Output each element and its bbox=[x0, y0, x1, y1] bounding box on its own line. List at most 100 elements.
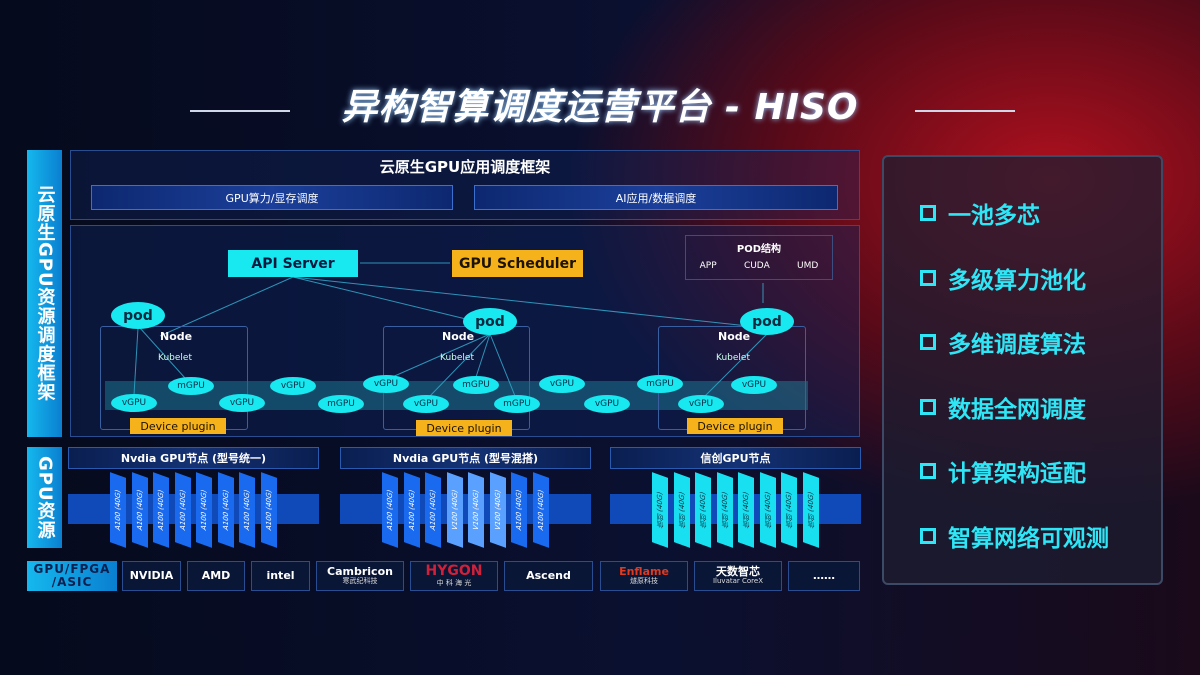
gpu-instance: mGPU bbox=[453, 376, 499, 394]
gpu-card: A100 (40G) bbox=[217, 472, 234, 548]
gpu-card: V100 (40G) bbox=[489, 472, 506, 548]
gpu-card-label: 信创 (40G) bbox=[677, 490, 686, 530]
gpu-instance: mGPU bbox=[318, 395, 364, 413]
gpu-scheduler-box: GPU Scheduler bbox=[452, 250, 583, 277]
checkbox-icon bbox=[920, 269, 936, 286]
gpu-card: A100 (40G) bbox=[153, 472, 169, 548]
gpu-card: 信创 (40G) bbox=[695, 472, 711, 548]
gpu-card-label: A100 (40G) bbox=[243, 488, 251, 532]
gpu-card-label: 信创 (40G) bbox=[656, 490, 664, 530]
pod-part-app: APP bbox=[699, 261, 717, 271]
gpu-instance: mGPU bbox=[494, 395, 540, 413]
gpu-card-label: 信创 (40G) bbox=[763, 490, 772, 530]
gpu-card: 信创 (40G) bbox=[716, 472, 733, 548]
vendor-name: 天数智芯 bbox=[716, 565, 760, 579]
gpu-card-label: A100 (40G) bbox=[157, 488, 165, 532]
framework-title: 云原生GPU应用调度框架 bbox=[379, 158, 551, 176]
gpu-card-label: V100 (40G) bbox=[472, 488, 480, 532]
node-label: Node bbox=[442, 330, 475, 343]
device-plugin-1: Device plugin bbox=[130, 418, 226, 434]
kubelet-label: Kubelet bbox=[440, 353, 474, 363]
gpu-card-label: A100 (40G) bbox=[135, 488, 144, 532]
device-plugin-2: Device plugin bbox=[416, 420, 512, 436]
vendor-name: Enflame bbox=[619, 565, 669, 579]
gpu-node-rail bbox=[610, 494, 861, 524]
gpu-instance: vGPU bbox=[270, 377, 316, 395]
feature-item: 计算架构适配 bbox=[920, 454, 1086, 488]
checkbox-icon bbox=[920, 205, 936, 221]
gpu-card: A100 (40G) bbox=[196, 472, 212, 548]
vendor-logo-intel: intel bbox=[251, 561, 310, 591]
feature-label: 多维调度算法 bbox=[948, 332, 1086, 358]
kubelet-label: Kubelet bbox=[158, 353, 192, 363]
gpu-card: 信创 (40G) bbox=[802, 472, 819, 548]
pod-part-cuda: CUDA bbox=[743, 261, 770, 271]
gpu-card: V100 (40G) bbox=[446, 472, 463, 548]
gpu-node-title: 信创GPU节点 bbox=[610, 447, 861, 469]
gpu-card: A100 (40G) bbox=[131, 472, 148, 548]
gpu-card-label: A100 (40G) bbox=[536, 488, 545, 532]
device-plugin-3: Device plugin bbox=[687, 418, 783, 434]
features-panel bbox=[882, 155, 1163, 585]
pod-2: pod bbox=[463, 308, 517, 335]
label-scheduling: 云原生GPU资源调度框架 bbox=[27, 150, 62, 437]
vendor-name: HYGON bbox=[425, 563, 483, 580]
gpu-card: A100 (40G) bbox=[260, 472, 277, 548]
gpu-card: 信创 (40G) bbox=[738, 472, 754, 548]
vendor-sub: 中 科 海 光 bbox=[436, 578, 472, 587]
gpu-card-label: 信创 (40G) bbox=[785, 490, 793, 530]
node-label: Node bbox=[718, 330, 751, 343]
vendor-sub: Iluvatar CoreX bbox=[712, 577, 763, 586]
vendor-logo-cambricon: Cambricon 寒武纪科技 bbox=[316, 561, 404, 591]
label-chips: GPU/FPGA /ASIC bbox=[27, 561, 117, 591]
vendor-name: …… bbox=[813, 568, 835, 582]
gpu-instance: vGPU bbox=[678, 395, 724, 413]
gpu-instance: mGPU bbox=[637, 375, 683, 393]
node-label: Node bbox=[160, 330, 193, 343]
gpu-instance: vGPU bbox=[219, 394, 265, 412]
sub-ai-scheduling: AI应用/数据调度 bbox=[474, 185, 838, 210]
vendor-logo-amd: AMD bbox=[187, 561, 245, 591]
checkbox-icon bbox=[920, 334, 936, 350]
gpu-card: V100 (40G) bbox=[468, 472, 484, 548]
feature-label: 一池多芯 bbox=[948, 203, 1040, 229]
gpu-instance: vGPU bbox=[363, 375, 409, 393]
vendor-sub: 燧原科技 bbox=[630, 577, 658, 586]
feature-item: 一池多芯 bbox=[920, 196, 1040, 230]
gpu-card: 信创 (40G) bbox=[673, 472, 690, 548]
checkbox-icon bbox=[920, 463, 936, 479]
api-server-box: API Server bbox=[228, 250, 358, 277]
label-resources: GPU资源 bbox=[27, 447, 62, 548]
kubelet-label: Kubelet bbox=[716, 353, 750, 363]
vendor-logo-……: …… bbox=[788, 561, 860, 591]
gpu-node-title: Nvdia GPU节点 (型号统一) bbox=[68, 447, 319, 469]
gpu-card-label: 信创 (40G) bbox=[806, 490, 815, 530]
gpu-card-label: V100 (40G) bbox=[493, 488, 502, 532]
feature-label: 数据全网调度 bbox=[948, 396, 1086, 423]
feature-item: 多维调度算法 bbox=[920, 325, 1086, 359]
feature-item: 数据全网调度 bbox=[920, 390, 1086, 424]
gpu-card: A100 (40G) bbox=[382, 472, 398, 548]
gpu-card-label: A100 (40G) bbox=[515, 488, 523, 532]
feature-label: 多级算力池化 bbox=[948, 267, 1086, 294]
vendor-name: AMD bbox=[201, 568, 231, 582]
gpu-card-label: A100 (40G) bbox=[178, 488, 187, 532]
gpu-card-label: A100 (40G) bbox=[200, 488, 208, 532]
gpu-node-title: Nvdia GPU节点 (型号混搭) bbox=[340, 447, 591, 469]
pod-1: pod bbox=[111, 302, 165, 329]
vendor-logo-ascend: Ascend bbox=[504, 561, 593, 591]
pod-3: pod bbox=[740, 308, 794, 335]
gpu-instance: vGPU bbox=[584, 395, 630, 413]
gpu-card-label: A100 (40G) bbox=[114, 488, 122, 532]
vendor-name: intel bbox=[266, 568, 295, 582]
vendor-sub: 寒武纪科技 bbox=[342, 577, 378, 586]
gpu-card: 信创 (40G) bbox=[652, 472, 668, 548]
pod-structure-box: POD结构 APP CUDA UMD bbox=[685, 235, 833, 280]
gpu-instance: vGPU bbox=[731, 376, 777, 394]
gpu-card: A100 (40G) bbox=[511, 472, 527, 548]
gpu-card-label: A100 (40G) bbox=[407, 488, 416, 532]
gpu-node-rail bbox=[340, 494, 591, 524]
vendor-logo-nvidia: NVIDIA bbox=[122, 561, 181, 591]
gpu-instance: mGPU bbox=[168, 377, 214, 395]
